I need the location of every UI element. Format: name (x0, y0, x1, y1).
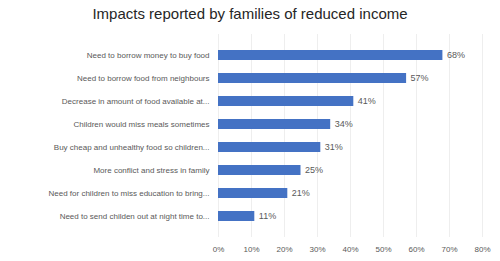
svg-text:50%: 50% (375, 245, 391, 254)
svg-text:34%: 34% (335, 119, 353, 129)
svg-text:0%: 0% (213, 245, 225, 254)
svg-text:Need to send childen out at ni: Need to send childen out at night time t… (60, 212, 210, 221)
svg-text:30%: 30% (309, 245, 325, 254)
svg-text:40%: 40% (342, 245, 358, 254)
svg-text:20%: 20% (276, 245, 292, 254)
svg-text:Decrease in amount of food ava: Decrease in amount of food available at.… (62, 97, 210, 106)
svg-text:10%: 10% (243, 245, 259, 254)
svg-text:Need to borrow money to buy fo: Need to borrow money to buy food (87, 51, 210, 60)
svg-text:More conflict and stress in fa: More conflict and stress in family (93, 166, 209, 175)
svg-text:Children would miss meals some: Children would miss meals sometimes (73, 120, 209, 129)
svg-text:60%: 60% (408, 245, 424, 254)
svg-text:Need for children to miss educ: Need for children to miss education to b… (49, 189, 210, 198)
svg-text:11%: 11% (259, 211, 276, 221)
svg-text:57%: 57% (411, 73, 429, 83)
svg-text:Buy cheap and unhealthy food s: Buy cheap and unhealthy food so children… (54, 143, 210, 152)
svg-text:70%: 70% (441, 245, 457, 254)
svg-text:68%: 68% (447, 50, 465, 60)
svg-text:Need to borrow food from neigh: Need to borrow food from neighbours (77, 74, 210, 83)
svg-text:21%: 21% (292, 188, 310, 198)
svg-text:31%: 31% (325, 142, 343, 152)
svg-text:25%: 25% (305, 165, 323, 175)
svg-text:41%: 41% (358, 96, 376, 106)
html-text:Impacts reported by families o: Impacts reported by families of reduced … (92, 5, 408, 22)
svg-text:80%: 80% (474, 245, 490, 254)
